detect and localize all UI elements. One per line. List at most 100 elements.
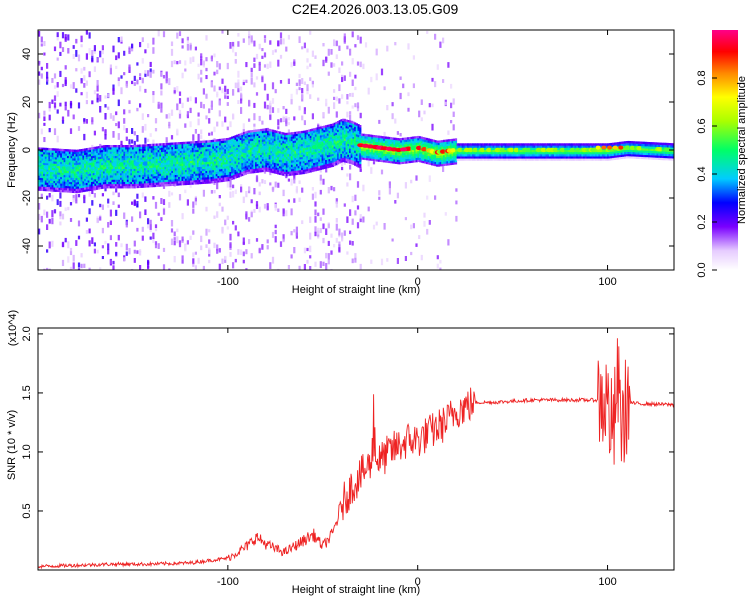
heat-cell	[56, 176, 59, 179]
heat-cell	[347, 158, 350, 162]
heat-cell	[261, 128, 264, 132]
heat-cell	[253, 149, 256, 152]
heat-cell	[114, 168, 118, 172]
heat-cell	[309, 165, 312, 169]
heat-cell	[290, 151, 294, 154]
heat-cell	[111, 177, 114, 180]
heat-cell	[48, 173, 51, 177]
heat-cell	[179, 152, 182, 156]
heat-cell	[214, 156, 217, 160]
heat-cell	[203, 140, 206, 143]
heat-cell	[150, 161, 153, 164]
heat-cell	[328, 158, 331, 162]
heat-cell	[314, 168, 317, 172]
heat-cell	[111, 181, 114, 185]
heat-cell	[61, 151, 65, 154]
heat-cell	[93, 242, 96, 247]
heat-cell	[133, 179, 136, 182]
heat-cell	[116, 166, 119, 169]
heat-cell	[137, 151, 140, 154]
heat-cell	[51, 184, 54, 188]
heat-cell	[130, 160, 133, 163]
heat-cell	[202, 140, 205, 143]
heat-cell	[67, 160, 70, 163]
heat-cell	[203, 179, 206, 182]
heat-cell	[132, 149, 135, 152]
heat-cell	[65, 175, 68, 178]
heat-cell	[190, 150, 193, 153]
heat-cell	[256, 138, 259, 141]
heat-cell	[38, 213, 41, 221]
heat-cell	[166, 179, 169, 182]
heat-cell	[255, 161, 258, 165]
heat-cell	[378, 119, 381, 124]
heat-cell	[326, 131, 329, 134]
heat-cell	[222, 168, 225, 172]
heat-cell	[179, 163, 182, 166]
heat-cell	[249, 143, 253, 146]
heat-cell	[282, 38, 285, 45]
heat-cell	[345, 130, 348, 133]
heat-cell	[109, 147, 112, 150]
heat-cell	[314, 129, 317, 133]
heat-cell	[99, 143, 102, 148]
heat-cell	[243, 166, 246, 169]
heat-cell	[261, 154, 264, 157]
heat-cell	[203, 166, 206, 169]
heat-cell	[293, 247, 296, 254]
heat-cell	[333, 142, 336, 145]
heat-cell	[176, 159, 179, 162]
heat-cell	[319, 168, 322, 173]
heat-cell	[273, 145, 276, 148]
heat-cell	[99, 165, 102, 168]
heat-cell	[260, 131, 263, 134]
heat-cell	[68, 157, 71, 161]
heat-cell	[241, 134, 244, 138]
heat-cell	[176, 155, 179, 158]
heat-cell	[89, 177, 92, 181]
heat-cell	[347, 154, 350, 157]
heat-cell	[126, 186, 130, 189]
heat-cell	[174, 170, 177, 173]
heat-cell	[328, 128, 331, 131]
heat-cell	[292, 155, 295, 159]
heat-cell	[331, 134, 335, 137]
heat-cell	[317, 227, 320, 235]
heat-cell	[118, 166, 121, 169]
heat-cell	[202, 177, 205, 180]
heat-cell	[154, 171, 157, 175]
heat-cell	[190, 143, 193, 146]
heat-cell	[114, 151, 118, 154]
heat-cell	[159, 173, 162, 176]
heat-cell	[236, 143, 239, 146]
heat-cell	[155, 156, 159, 159]
heat-cell	[38, 181, 41, 185]
heat-cell	[173, 153, 176, 156]
heat-cell	[59, 51, 62, 56]
heat-cell	[249, 153, 253, 157]
heat-cell	[136, 250, 139, 254]
heat-cell	[231, 145, 234, 148]
heat-cell	[277, 157, 280, 160]
heat-cell	[80, 68, 83, 74]
heat-cell	[70, 162, 73, 165]
heat-cell	[277, 108, 280, 113]
heat-cell	[117, 192, 120, 198]
heat-cell	[50, 174, 53, 177]
heat-cell	[219, 158, 222, 161]
heat-cell	[53, 95, 57, 102]
heat-cell	[309, 148, 312, 151]
heat-cell	[217, 173, 220, 176]
heat-cell	[154, 143, 157, 146]
heat-cell	[89, 149, 92, 153]
heat-cell	[282, 169, 285, 172]
heat-cell	[89, 147, 92, 150]
heat-cell	[299, 144, 302, 147]
heat-cell	[154, 176, 157, 179]
heat-cell	[215, 143, 218, 146]
heat-cell	[285, 141, 288, 144]
heat-cell	[256, 140, 259, 143]
heat-cell	[311, 158, 314, 162]
heat-cell	[133, 155, 136, 159]
heat-cell	[277, 144, 280, 147]
